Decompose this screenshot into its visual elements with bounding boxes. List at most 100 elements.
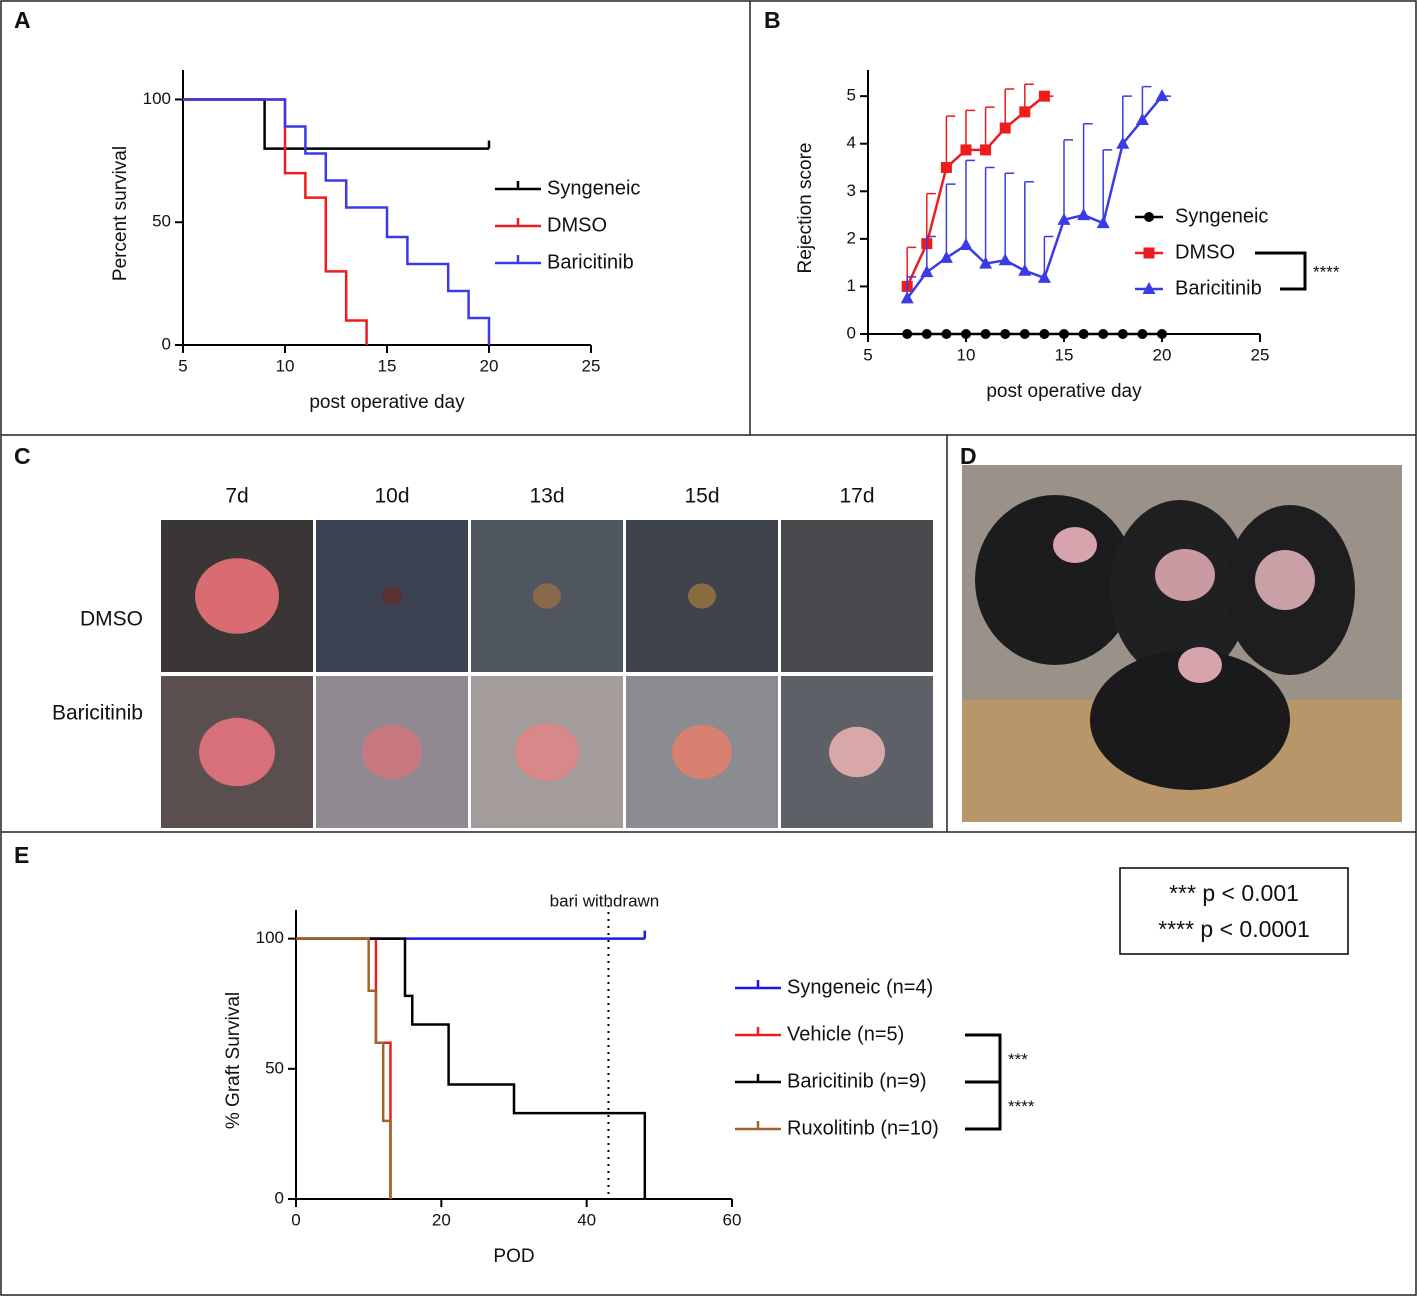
y-axis-label: Percent survival	[110, 146, 131, 281]
marker	[1039, 329, 1050, 339]
y-tick-label: 3	[847, 181, 856, 200]
marker	[1057, 212, 1071, 225]
mouse	[1090, 650, 1290, 790]
marker	[939, 250, 953, 263]
survival-curve	[183, 98, 489, 150]
error-bar	[984, 166, 995, 264]
marker	[1059, 329, 1069, 339]
error-bar	[1024, 181, 1034, 271]
marker	[1142, 282, 1156, 294]
x-axis-label: post operative day	[986, 381, 1142, 402]
significance-label: ***	[1008, 1050, 1028, 1069]
error-bar	[1063, 139, 1073, 220]
error-bar	[1102, 149, 1113, 224]
legend-label: Ruxolitinb (n=10)	[787, 1117, 939, 1139]
survival-curve	[296, 937, 647, 1199]
panel-label: E	[14, 842, 29, 868]
legend-label: Baricitinib	[547, 251, 634, 273]
legend-label: Baricitinib (n=9)	[787, 1070, 927, 1092]
marker	[1157, 329, 1167, 339]
marker	[1077, 208, 1091, 221]
wound	[199, 717, 275, 787]
x-tick-label: 20	[1153, 345, 1172, 364]
y-tick-label: 50	[265, 1058, 284, 1077]
significance-label: ****	[1313, 262, 1340, 281]
graft	[1255, 550, 1315, 610]
marker	[1155, 89, 1169, 102]
y-tick-label: 2	[847, 228, 856, 247]
y-axis-label: Rejection score	[795, 143, 816, 274]
x-tick-label: 10	[276, 356, 295, 375]
survival-curve	[183, 98, 368, 345]
x-tick-label: 25	[1251, 345, 1270, 364]
column-label: 17d	[839, 485, 874, 508]
row-label: Baricitinib	[52, 702, 143, 725]
marker	[960, 144, 972, 156]
x-tick-label: 5	[178, 356, 187, 375]
marker	[902, 329, 913, 339]
marker	[961, 329, 971, 339]
series-line	[906, 95, 1046, 287]
series-line	[906, 95, 1163, 300]
error-bar	[1004, 88, 1015, 129]
x-tick-label: 20	[480, 356, 499, 375]
mouse-photo	[962, 465, 1402, 822]
column-label: 13d	[529, 485, 564, 508]
marker	[900, 291, 914, 304]
survival-curve	[296, 937, 392, 1199]
marker	[921, 329, 932, 339]
note: **** p < 0.0001	[1158, 916, 1310, 942]
y-tick-label: 0	[275, 1188, 284, 1207]
wound	[533, 583, 561, 609]
marker	[1000, 329, 1011, 339]
error-bar	[965, 109, 975, 150]
error-bar	[945, 183, 956, 258]
significance-bracket	[965, 1033, 1002, 1084]
panel-label: D	[960, 443, 977, 469]
wound	[672, 725, 732, 779]
row-label: DMSO	[80, 608, 143, 631]
significance-label: ****	[1008, 1097, 1035, 1116]
marker	[999, 122, 1011, 134]
marker	[1135, 112, 1149, 125]
column-label: 15d	[684, 485, 719, 508]
marker	[979, 256, 993, 269]
wound	[515, 723, 579, 781]
note-box	[1119, 867, 1349, 955]
marker	[1144, 212, 1154, 222]
x-axis-label: post operative day	[309, 392, 465, 413]
marker	[998, 253, 1012, 266]
marker	[1019, 106, 1031, 118]
significance-bracket	[965, 1080, 1002, 1131]
y-tick-label: 50	[152, 212, 171, 231]
x-tick-label: 0	[291, 1210, 300, 1229]
marker	[940, 162, 952, 174]
wound	[195, 558, 279, 634]
graft	[1178, 647, 1222, 683]
marker	[1037, 270, 1051, 283]
x-tick-label: 40	[577, 1210, 596, 1229]
x-tick-label: 25	[582, 356, 601, 375]
marker	[1143, 247, 1155, 259]
x-tick-label: 15	[1055, 345, 1074, 364]
panel-label: A	[14, 7, 31, 33]
error-bar	[984, 106, 995, 150]
marker	[1018, 263, 1032, 276]
panel-label: B	[764, 7, 781, 33]
x-tick-label: 15	[378, 356, 397, 375]
legend-label: Syngeneic	[1175, 205, 1268, 227]
error-bar	[945, 115, 956, 168]
mouse	[975, 495, 1135, 665]
legend-label: Syngeneic (n=4)	[787, 976, 933, 998]
y-tick-label: 100	[256, 928, 284, 947]
graft	[1053, 527, 1097, 563]
wound	[382, 587, 402, 605]
x-tick-label: 20	[432, 1210, 451, 1229]
error-bar	[1082, 123, 1093, 216]
wound-photo	[781, 520, 933, 672]
y-axis-label: % Graft Survival	[223, 992, 244, 1129]
y-tick-label: 1	[847, 276, 856, 295]
survival-curve	[296, 937, 392, 1199]
significance-bracket	[1255, 251, 1307, 291]
